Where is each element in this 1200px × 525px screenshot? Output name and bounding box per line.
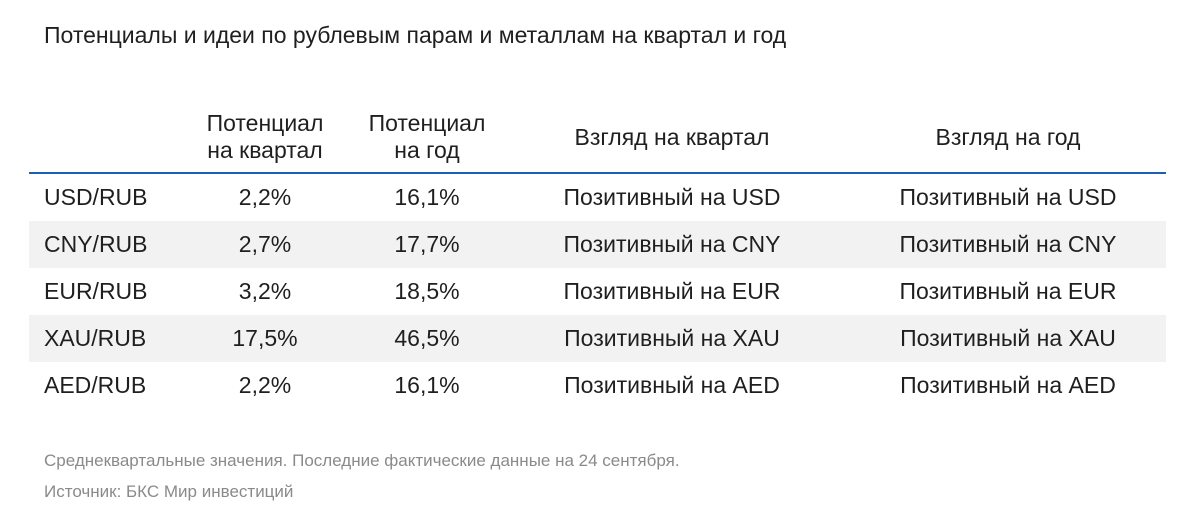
cell-view-quarter: Позитивный на USD bbox=[563, 184, 781, 210]
table-row: CNY/RUB 2,7% 17,7% Позитивный на CNY Поз… bbox=[29, 221, 1166, 268]
table-header: Потенциал на квартал Потенциал на год Вз… bbox=[29, 102, 1166, 174]
source-note: Источник: БКС Мир инвестиций bbox=[44, 482, 294, 501]
cell-potential-year: 18,5% bbox=[394, 278, 460, 304]
header-potential-year-line1: Потенциал bbox=[368, 110, 486, 136]
cell-pair: AED/RUB bbox=[44, 372, 147, 398]
cell-potential-quarter: 2,2% bbox=[238, 184, 292, 210]
cell-potential-quarter: 2,2% bbox=[238, 372, 292, 398]
cell-pair: EUR/RUB bbox=[44, 278, 148, 304]
header-potential-year: Потенциал на год bbox=[360, 102, 494, 174]
cell-view-quarter: Позитивный на AED bbox=[564, 372, 780, 398]
forecast-table: Потенциал на квартал Потенциал на год Вз… bbox=[29, 102, 1166, 409]
cell-pair: CNY/RUB bbox=[29, 221, 170, 268]
header-pair bbox=[29, 102, 170, 174]
header-view-year: Взгляд на год bbox=[850, 102, 1166, 174]
table-row: AED/RUB 2,2% 16,1% Позитивный на AED Поз… bbox=[29, 362, 1166, 409]
cell-potential-year: 16,1% bbox=[394, 184, 460, 210]
header-potential-quarter: Потенциал на квартал bbox=[170, 102, 360, 174]
cell-potential-quarter: 2,7% bbox=[170, 221, 360, 268]
footnote: Среднеквартальные значения. Последние фа… bbox=[44, 451, 680, 470]
cell-potential-quarter: 17,5% bbox=[170, 315, 360, 362]
cell-potential-year: 46,5% bbox=[360, 315, 494, 362]
table-row: XAU/RUB 17,5% 46,5% Позитивный на XAU По… bbox=[29, 315, 1166, 362]
cell-view-year: Позитивный на AED bbox=[900, 372, 1116, 398]
cell-pair: XAU/RUB bbox=[29, 315, 170, 362]
header-view-quarter: Взгляд на квартал bbox=[494, 102, 850, 174]
cell-view-quarter: Позитивный на CNY bbox=[494, 221, 850, 268]
table-row: EUR/RUB 3,2% 18,5% Позитивный на EUR Поз… bbox=[29, 268, 1166, 315]
cell-pair: USD/RUB bbox=[44, 184, 148, 210]
cell-potential-quarter: 3,2% bbox=[238, 278, 292, 304]
header-potential-quarter-line2: на квартал bbox=[207, 137, 323, 163]
header-potential-quarter-line1: Потенциал bbox=[206, 110, 324, 136]
table-row: USD/RUB 2,2% 16,1% Позитивный на USD Поз… bbox=[29, 173, 1166, 221]
cell-view-year: Позитивный на CNY bbox=[850, 221, 1166, 268]
header-row: Потенциал на квартал Потенциал на год Вз… bbox=[29, 102, 1166, 174]
cell-view-quarter: Позитивный на XAU bbox=[494, 315, 850, 362]
cell-potential-year: 17,7% bbox=[360, 221, 494, 268]
cell-potential-year: 16,1% bbox=[394, 372, 460, 398]
cell-view-quarter: Позитивный на EUR bbox=[563, 278, 781, 304]
table-body: USD/RUB 2,2% 16,1% Позитивный на USD Поз… bbox=[29, 173, 1166, 409]
cell-view-year: Позитивный на XAU bbox=[850, 315, 1166, 362]
cell-view-year: Позитивный на USD bbox=[899, 184, 1117, 210]
page-title: Потенциалы и идеи по рублевым парам и ме… bbox=[44, 22, 787, 48]
cell-view-year: Позитивный на EUR bbox=[899, 278, 1117, 304]
header-potential-year-line2: на год bbox=[394, 137, 460, 163]
